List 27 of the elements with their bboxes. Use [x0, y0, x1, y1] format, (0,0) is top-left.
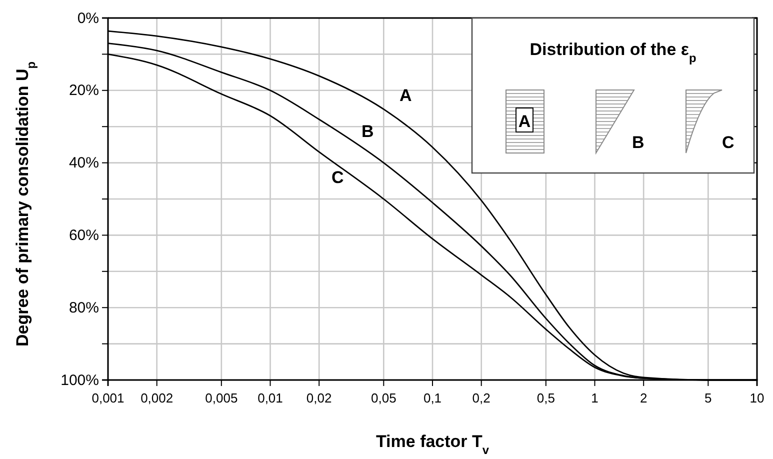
y-tick-label: 60%: [68, 227, 99, 244]
x-tick-label: 0,1: [423, 390, 442, 406]
y-tick-label: 80%: [68, 299, 99, 316]
y-tick-label: 100%: [60, 372, 99, 389]
x-tick-label: 0,5: [536, 390, 555, 406]
series-label: B: [362, 122, 374, 141]
x-tick-label: 0,001: [92, 390, 124, 406]
legend-title: Distribution of the ε$_{p}$: [530, 40, 696, 65]
x-axis-title: Time factor T$_{v}$: [376, 432, 490, 457]
x-tick-label: 10: [750, 390, 764, 406]
series-label: A: [400, 86, 412, 106]
x-tick-label: 0,2: [472, 390, 490, 406]
annotation: C: [722, 133, 734, 152]
y-tick-label: 40%: [68, 154, 99, 172]
x-tick-label: 0,01: [258, 390, 283, 406]
x-tick-label: 0,005: [205, 390, 238, 406]
annotation: A: [518, 112, 531, 131]
x-tick-label: 5: [704, 390, 712, 406]
x-tick-label: 0,02: [306, 390, 332, 406]
y-tick-label: 0%: [77, 10, 99, 27]
series-label: C: [332, 168, 344, 187]
annotation: B: [632, 133, 644, 152]
y-tick-label: 20%: [68, 82, 99, 100]
x-tick-label: 1: [591, 390, 598, 406]
x-tick-label: 0,002: [140, 390, 174, 406]
x-tick-label: 0,05: [371, 390, 396, 406]
x-tick-label: 2: [640, 390, 648, 406]
